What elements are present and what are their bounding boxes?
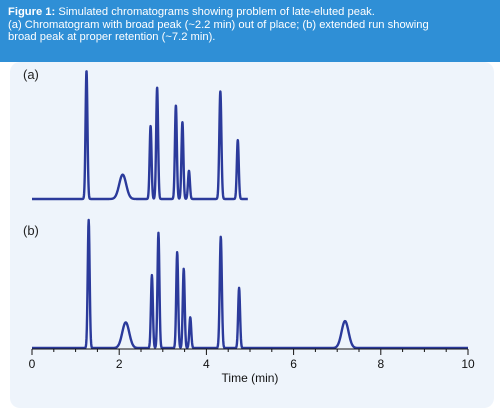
caption-line-3: broad peak at proper retention (~7.2 min… [8, 31, 216, 44]
caption-title: Simulated chromatograms showing problem … [58, 6, 375, 18]
panel-label-b: (b) [23, 223, 39, 238]
x-tick-label: 0 [29, 357, 36, 371]
caption-label: Figure 1: [8, 6, 56, 18]
x-tick-label: 8 [377, 357, 384, 371]
x-tick-label: 2 [116, 357, 123, 371]
panel-label-a: (a) [23, 67, 39, 82]
x-tick-label: 6 [290, 357, 297, 371]
chart-panel: (a) (b) 0 2 4 6 8 10 Time (min) [10, 62, 494, 408]
x-tick-label: 4 [203, 357, 210, 371]
chromatogram-chart: (a) (b) 0 2 4 6 8 10 Time (min) [23, 67, 475, 385]
caption-line-2: (a) Chromatogram with broad peak (~2.2 m… [8, 18, 429, 31]
x-tick-label: 10 [461, 357, 475, 371]
chromatogram-trace-b [31, 218, 469, 350]
caption-line-1: Figure 1: Simulated chromatograms showin… [8, 6, 492, 19]
chromatogram-trace-a [30, 70, 249, 201]
figure-caption: Figure 1: Simulated chromatograms showin… [0, 0, 500, 62]
x-axis-title: Time (min) [222, 371, 279, 385]
